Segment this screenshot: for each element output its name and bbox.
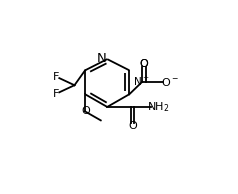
Text: F: F	[53, 89, 60, 99]
Text: O$^-$: O$^-$	[161, 76, 179, 88]
Text: O: O	[139, 60, 148, 69]
Text: N$^+$: N$^+$	[133, 75, 150, 88]
Text: O: O	[139, 60, 148, 69]
Text: F: F	[53, 72, 60, 82]
Text: NH$_2$: NH$_2$	[147, 100, 169, 114]
Text: N: N	[97, 52, 107, 65]
Text: O: O	[82, 107, 90, 116]
Text: O: O	[128, 121, 137, 131]
